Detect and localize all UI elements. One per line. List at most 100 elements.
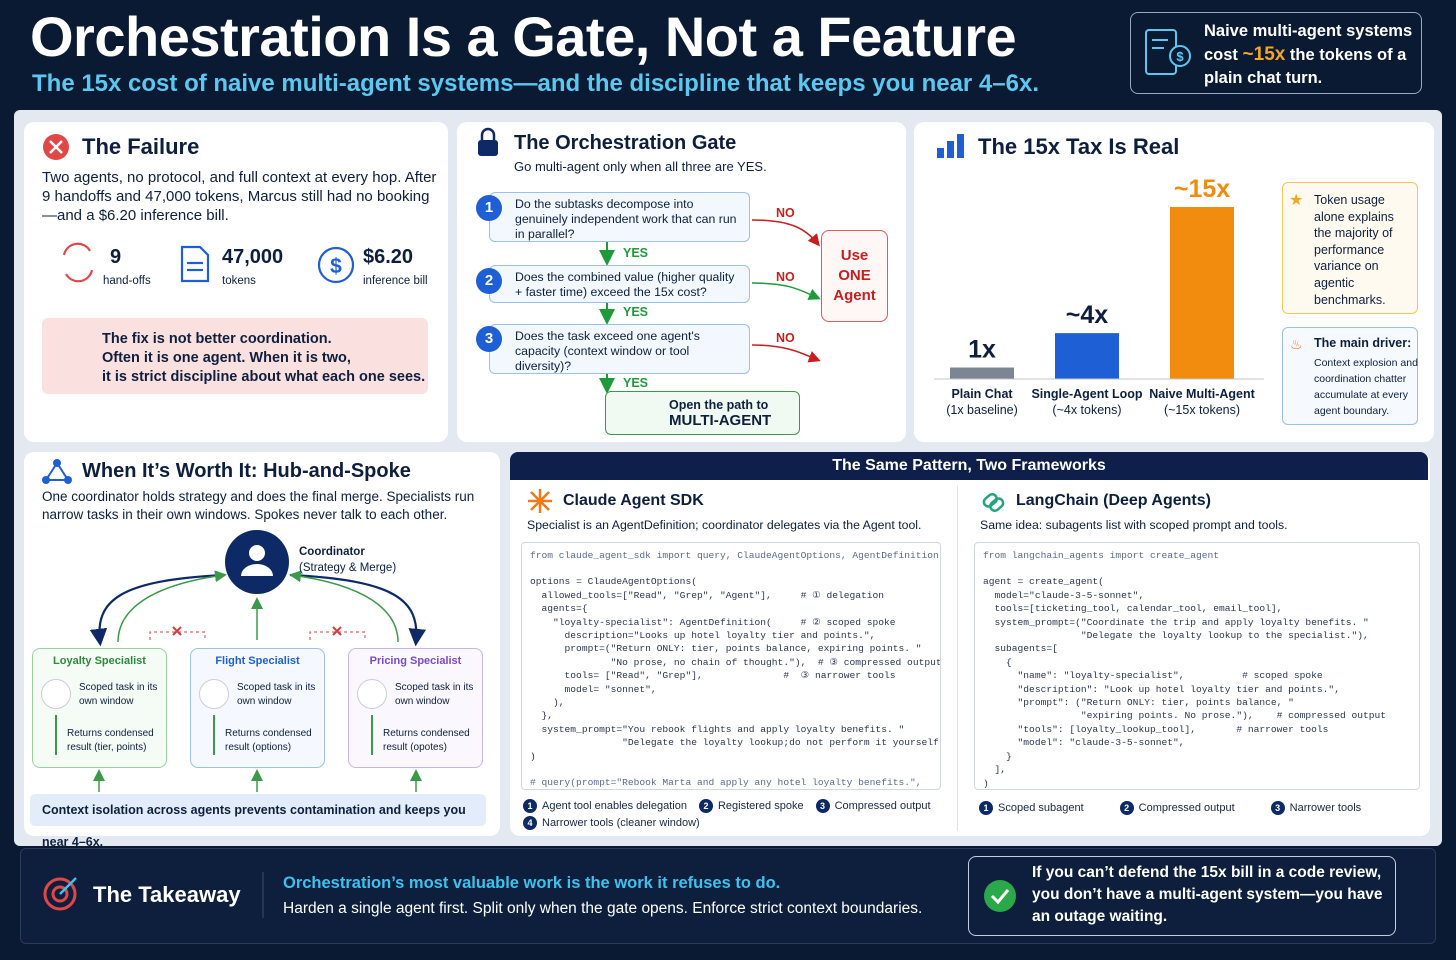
specialist-result: Returns condensed result (options)	[225, 728, 312, 753]
specialist-icon	[199, 679, 229, 709]
specialist-task: Scoped task in its own window	[79, 682, 158, 707]
specialist-icon	[357, 679, 387, 709]
callout-post: the tokens of a plain chat turn.	[1204, 46, 1407, 87]
no-label: NO	[776, 331, 795, 345]
category-label: Naive Multi-Agent	[1149, 387, 1255, 401]
multi-text: Open the path to MULTI-AGENT	[669, 398, 771, 429]
specialist-icon	[41, 679, 71, 709]
alert-line: The fix is not better coordination.	[102, 331, 332, 347]
chart-title: The 15x Tax Is Real	[978, 134, 1180, 159]
question-number: 2	[476, 268, 502, 294]
no-label: NO	[776, 206, 795, 220]
takeaway-title: The Takeaway	[93, 882, 241, 907]
alert-line: Often it is one agent. When it is two,	[102, 350, 351, 366]
code-line: from claude_agent_sdk import query, Clau…	[530, 550, 939, 561]
frameworks-divider	[957, 486, 958, 831]
question: Does the combined value (higher quality …	[489, 265, 750, 303]
note-title: The main driver:	[1314, 336, 1412, 350]
specialist: Flight Specialist Scoped task in its own …	[190, 648, 325, 768]
callout-pre: Naive multi-agent systems cost	[1204, 22, 1413, 64]
code-block-group: agent = create_agent( model="claude-3-5-…	[983, 575, 1411, 789]
yes-label: YES	[623, 246, 649, 260]
code-line: "Delegate the loyalty lookup;do not perf…	[530, 737, 941, 749]
code-line: system_prompt="You rebook flights and ap…	[530, 723, 905, 735]
legend-number: 1	[523, 799, 537, 814]
single-agent-box: Use ONE Agent	[821, 230, 888, 322]
code-line: # query(prompt="Rebook Marta and apply a…	[530, 777, 922, 789]
legend-text: Scoped subagent	[998, 802, 1084, 814]
stat-value: 47,000	[222, 246, 284, 268]
takeaway-headline: Orchestration’s most valuable work is th…	[283, 874, 781, 892]
code-line: "description": "Look up hotel loyalty ti…	[983, 683, 1340, 695]
specialist-task: Scoped task in its own window	[237, 682, 316, 707]
code-line: "prompt": ("Return ONLY: tier, points ba…	[983, 697, 1294, 709]
multi-line: MULTI-AGENT	[669, 412, 772, 429]
legend: 1 Agent tool enables delegation 2 Registere…	[523, 798, 943, 832]
code-line: ),	[530, 697, 565, 709]
value-label: ~15x	[1174, 175, 1230, 203]
title: Orchestration Is a Gate, Not a Feature	[30, 5, 1017, 68]
framework-name: Claude Agent SDK	[563, 492, 704, 509]
framework-desc: Same idea: subagents list with scoped pr…	[980, 518, 1288, 532]
star-icon: ★	[1289, 192, 1304, 209]
code-line: # options=options)	[530, 790, 932, 791]
stat-label: inference bill	[363, 275, 428, 287]
coordinator-name: Coordinator	[299, 546, 365, 558]
category-note: (~4x tokens)	[1052, 403, 1121, 417]
specialist-arrow	[213, 715, 215, 755]
specialist-result: Returns condensed result (tier, points)	[67, 728, 154, 753]
hub-body: One coordinator holds strategy and does …	[42, 489, 475, 522]
code-line: ],	[983, 764, 1007, 776]
framework-desc: Specialist is an AgentDefinition; coordi…	[527, 518, 922, 532]
frameworks-card	[510, 452, 1430, 836]
category-label: Plain Chat	[951, 387, 1013, 401]
question-number: 3	[476, 326, 502, 352]
stat-label: hand-offs	[103, 275, 151, 287]
verdict-box	[968, 856, 1396, 936]
legend-item: 2 Registered spoke	[698, 798, 804, 815]
bar	[1055, 333, 1119, 379]
svg-text:$: $	[330, 255, 342, 278]
stat-value: 9	[110, 246, 122, 268]
bar	[950, 367, 1014, 379]
note-box	[1282, 327, 1418, 425]
failure-title: The Failure	[82, 134, 200, 159]
yes-label: YES	[623, 305, 649, 319]
no-label: NO	[776, 270, 795, 284]
legend-item: 3 Compressed output	[815, 798, 931, 815]
code-line: model="claude-3-5-sonnet",	[983, 589, 1145, 601]
callout-highlight: ~15x	[1242, 44, 1286, 65]
hub-footer: Context isolation across agents prevents…	[30, 794, 486, 849]
legend-item: 3 Narrower tools	[1270, 800, 1361, 817]
failure-body: Two agents, no protocol, and full contex…	[42, 169, 437, 224]
legend: 1 Scoped subagent 2 Compressed output 3 Narro…	[979, 800, 1425, 817]
legend-item: 4 Narrower tools (cleaner window)	[523, 815, 700, 832]
code-line: options = ClaudeAgentOptions(	[530, 576, 697, 588]
svg-text:$: $	[1176, 49, 1184, 64]
legend-item: 2 Compressed output	[1119, 800, 1235, 817]
category-note: (1x baseline)	[946, 403, 1018, 417]
code-line: prompt=("Return ONLY: tier, points balan…	[530, 643, 922, 655]
specialist-arrow	[371, 715, 373, 755]
code-line: agent = create_agent(	[983, 576, 1104, 588]
specialist-task: Scoped task in its own window	[395, 682, 474, 707]
callout-box	[1130, 12, 1422, 94]
code-line: "No prose, no chain of thought."), # ③ c…	[530, 656, 941, 668]
value-label: 1x	[968, 336, 996, 364]
question: Do the subtasks decompose into genuinely…	[489, 192, 750, 242]
question: Does the task exceed one agent's capacit…	[489, 324, 750, 374]
single-line: ONE	[838, 267, 871, 284]
code-block-group: # query(prompt="Rebook Marta and apply a…	[530, 776, 932, 791]
gate-subtitle: Go multi-agent only when all three are Y…	[514, 159, 767, 174]
bar-chart: 1x Plain Chat (1x baseline) ~4x Single-Agent…	[934, 175, 1264, 417]
code-line: )	[530, 750, 536, 762]
legend-number: 2	[698, 799, 713, 814]
code-line: {	[983, 656, 1012, 668]
yes-label: YES	[623, 376, 649, 390]
hub-title: When It’s Worth It: Hub-and-Spoke	[82, 460, 411, 482]
multi-line: Open the path to	[669, 398, 769, 412]
takeaway-body: Harden a single agent first. Split only …	[283, 900, 923, 917]
callout-text: Naive multi-agent systems cost ~15x the …	[1204, 20, 1416, 90]
specialist: Pricing Specialist Scoped task in its own…	[348, 648, 483, 768]
